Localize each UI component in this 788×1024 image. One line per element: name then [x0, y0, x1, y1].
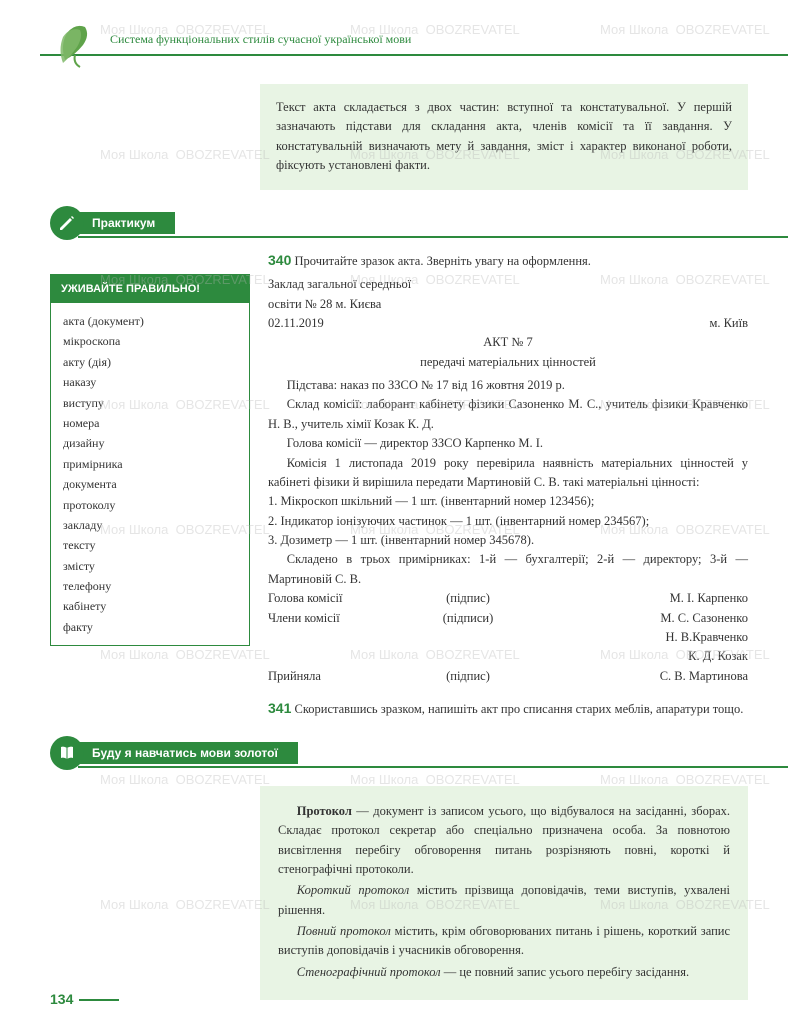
- doc-date: 02.11.2019: [268, 314, 411, 333]
- term-short: Короткий протокол: [297, 883, 409, 897]
- sig-head-mid: (підпис): [408, 589, 528, 608]
- sig-mem-mid: (підписи): [408, 609, 528, 628]
- sidebar-item: дизайну: [63, 433, 237, 453]
- sidebar: УЖИВАЙТЕ ПРАВИЛЬНО! акта (документ)мікро…: [50, 250, 250, 720]
- header-title: Система функціональних стилів сучасної у…: [110, 30, 748, 54]
- pen-icon: [50, 206, 84, 240]
- sig-recv-label: Прийняла: [268, 667, 408, 686]
- section-practicum: Практикум: [50, 210, 748, 236]
- sidebar-item: тексту: [63, 535, 237, 555]
- doc-org-line1: Заклад загальної середньої: [268, 275, 411, 294]
- section-title: Практикум: [78, 212, 175, 234]
- section-gold: Буду я навчатись мови золотої: [50, 740, 748, 766]
- term-protocol: Протокол: [297, 804, 352, 818]
- sig-head-name: М. І. Карпенко: [528, 589, 748, 608]
- exercise-instruction: Прочитайте зразок акта. Зверніть увагу н…: [294, 254, 590, 268]
- sidebar-item: протоколу: [63, 495, 237, 515]
- sidebar-item: телефону: [63, 576, 237, 596]
- section-title-gold: Буду я навчатись мови золотої: [78, 742, 298, 764]
- sidebar-box-title: УЖИВАЙТЕ ПРАВИЛЬНО!: [51, 275, 249, 304]
- sidebar-item: кабінету: [63, 596, 237, 616]
- sig-recv-name: С. В. Мартинова: [528, 667, 748, 686]
- act-copies: Складено в трьох примірниках: 1-й — бухг…: [268, 550, 748, 589]
- leaf-icon: [55, 15, 100, 70]
- sig-mem-3: К. Д. Козак: [528, 647, 748, 666]
- act-item-2: 2. Індикатор іонізуючих частинок — 1 шт.…: [268, 512, 748, 531]
- sidebar-item: номера: [63, 413, 237, 433]
- act-title: АКТ № 7: [268, 333, 748, 352]
- term-full: Повний протокол: [297, 924, 391, 938]
- sidebar-item: змісту: [63, 556, 237, 576]
- def-steno: — це повний запис усього перебігу засіда…: [441, 965, 690, 979]
- sidebar-item: наказу: [63, 372, 237, 392]
- sidebar-item: мікроскопа: [63, 331, 237, 351]
- act-body: Комісія 1 листопада 2019 року перевірила…: [268, 454, 748, 493]
- sidebar-item: факту: [63, 617, 237, 637]
- sidebar-item: примірника: [63, 454, 237, 474]
- intro-block: Текст акта складається з двох частин: вс…: [260, 84, 748, 190]
- act-item-3: 3. Дозиметр — 1 шт. (інвентарний номер 3…: [268, 531, 748, 550]
- sig-mem-1: М. С. Сазоненко: [528, 609, 748, 628]
- page-header: Система функціональних стилів сучасної у…: [0, 0, 788, 64]
- act-basis: Підстава: наказ по ЗЗСО № 17 від 16 жовт…: [268, 376, 748, 395]
- sidebar-item: акта (документ): [63, 311, 237, 331]
- sig-head-label: Голова комісії: [268, 589, 408, 608]
- sidebar-item: виступу: [63, 393, 237, 413]
- sidebar-item: акту (дія): [63, 352, 237, 372]
- doc-city: м. Київ: [709, 314, 748, 333]
- sig-recv-mid: (підпис): [408, 667, 528, 686]
- main-content: УЖИВАЙТЕ ПРАВИЛЬНО! акта (документ)мікро…: [0, 250, 788, 720]
- header-line: [40, 54, 788, 56]
- section-line-gold: [78, 766, 788, 768]
- sig-mem-2: Н. В.Кравченко: [528, 628, 748, 647]
- sidebar-box-body: акта (документ)мікроскопаакту (дія)наказ…: [51, 303, 249, 645]
- term-steno: Стенографічний протокол: [297, 965, 441, 979]
- act-subtitle: передачі матеріальних цінностей: [268, 353, 748, 372]
- act-commission: Склад комісії: лаборант кабінету фізики …: [268, 395, 748, 434]
- exercise-number: 340: [268, 252, 291, 268]
- section-line: [78, 236, 788, 238]
- watermark: Моя Школа OBOZREVATEL: [100, 770, 270, 790]
- doc-org-line2: освіти № 28 м. Києва: [268, 295, 411, 314]
- sidebar-item: документа: [63, 474, 237, 494]
- sig-mem-label: Члени комісії: [268, 609, 408, 628]
- watermark: Моя Школа OBOZREVATEL: [100, 145, 270, 165]
- page-number: 134: [50, 989, 119, 1010]
- sidebar-box: УЖИВАЙТЕ ПРАВИЛЬНО! акта (документ)мікро…: [50, 274, 250, 647]
- act-item-1: 1. Мікроскоп шкільний — 1 шт. (інвентарн…: [268, 492, 748, 511]
- book-icon: [50, 736, 84, 770]
- exercise-body: 340 Прочитайте зразок акта. Зверніть ува…: [250, 250, 748, 720]
- exercise-instruction-341: Скориставшись зразком, напишіть акт про …: [294, 702, 743, 716]
- act-head: Голова комісії — директор ЗЗСО Карпенко …: [268, 434, 748, 453]
- exercise-number-341: 341: [268, 700, 291, 716]
- sidebar-item: закладу: [63, 515, 237, 535]
- watermark: Моя Школа OBOZREVATEL: [100, 895, 270, 915]
- protocol-block: Протокол — документ із записом усього, щ…: [260, 786, 748, 1000]
